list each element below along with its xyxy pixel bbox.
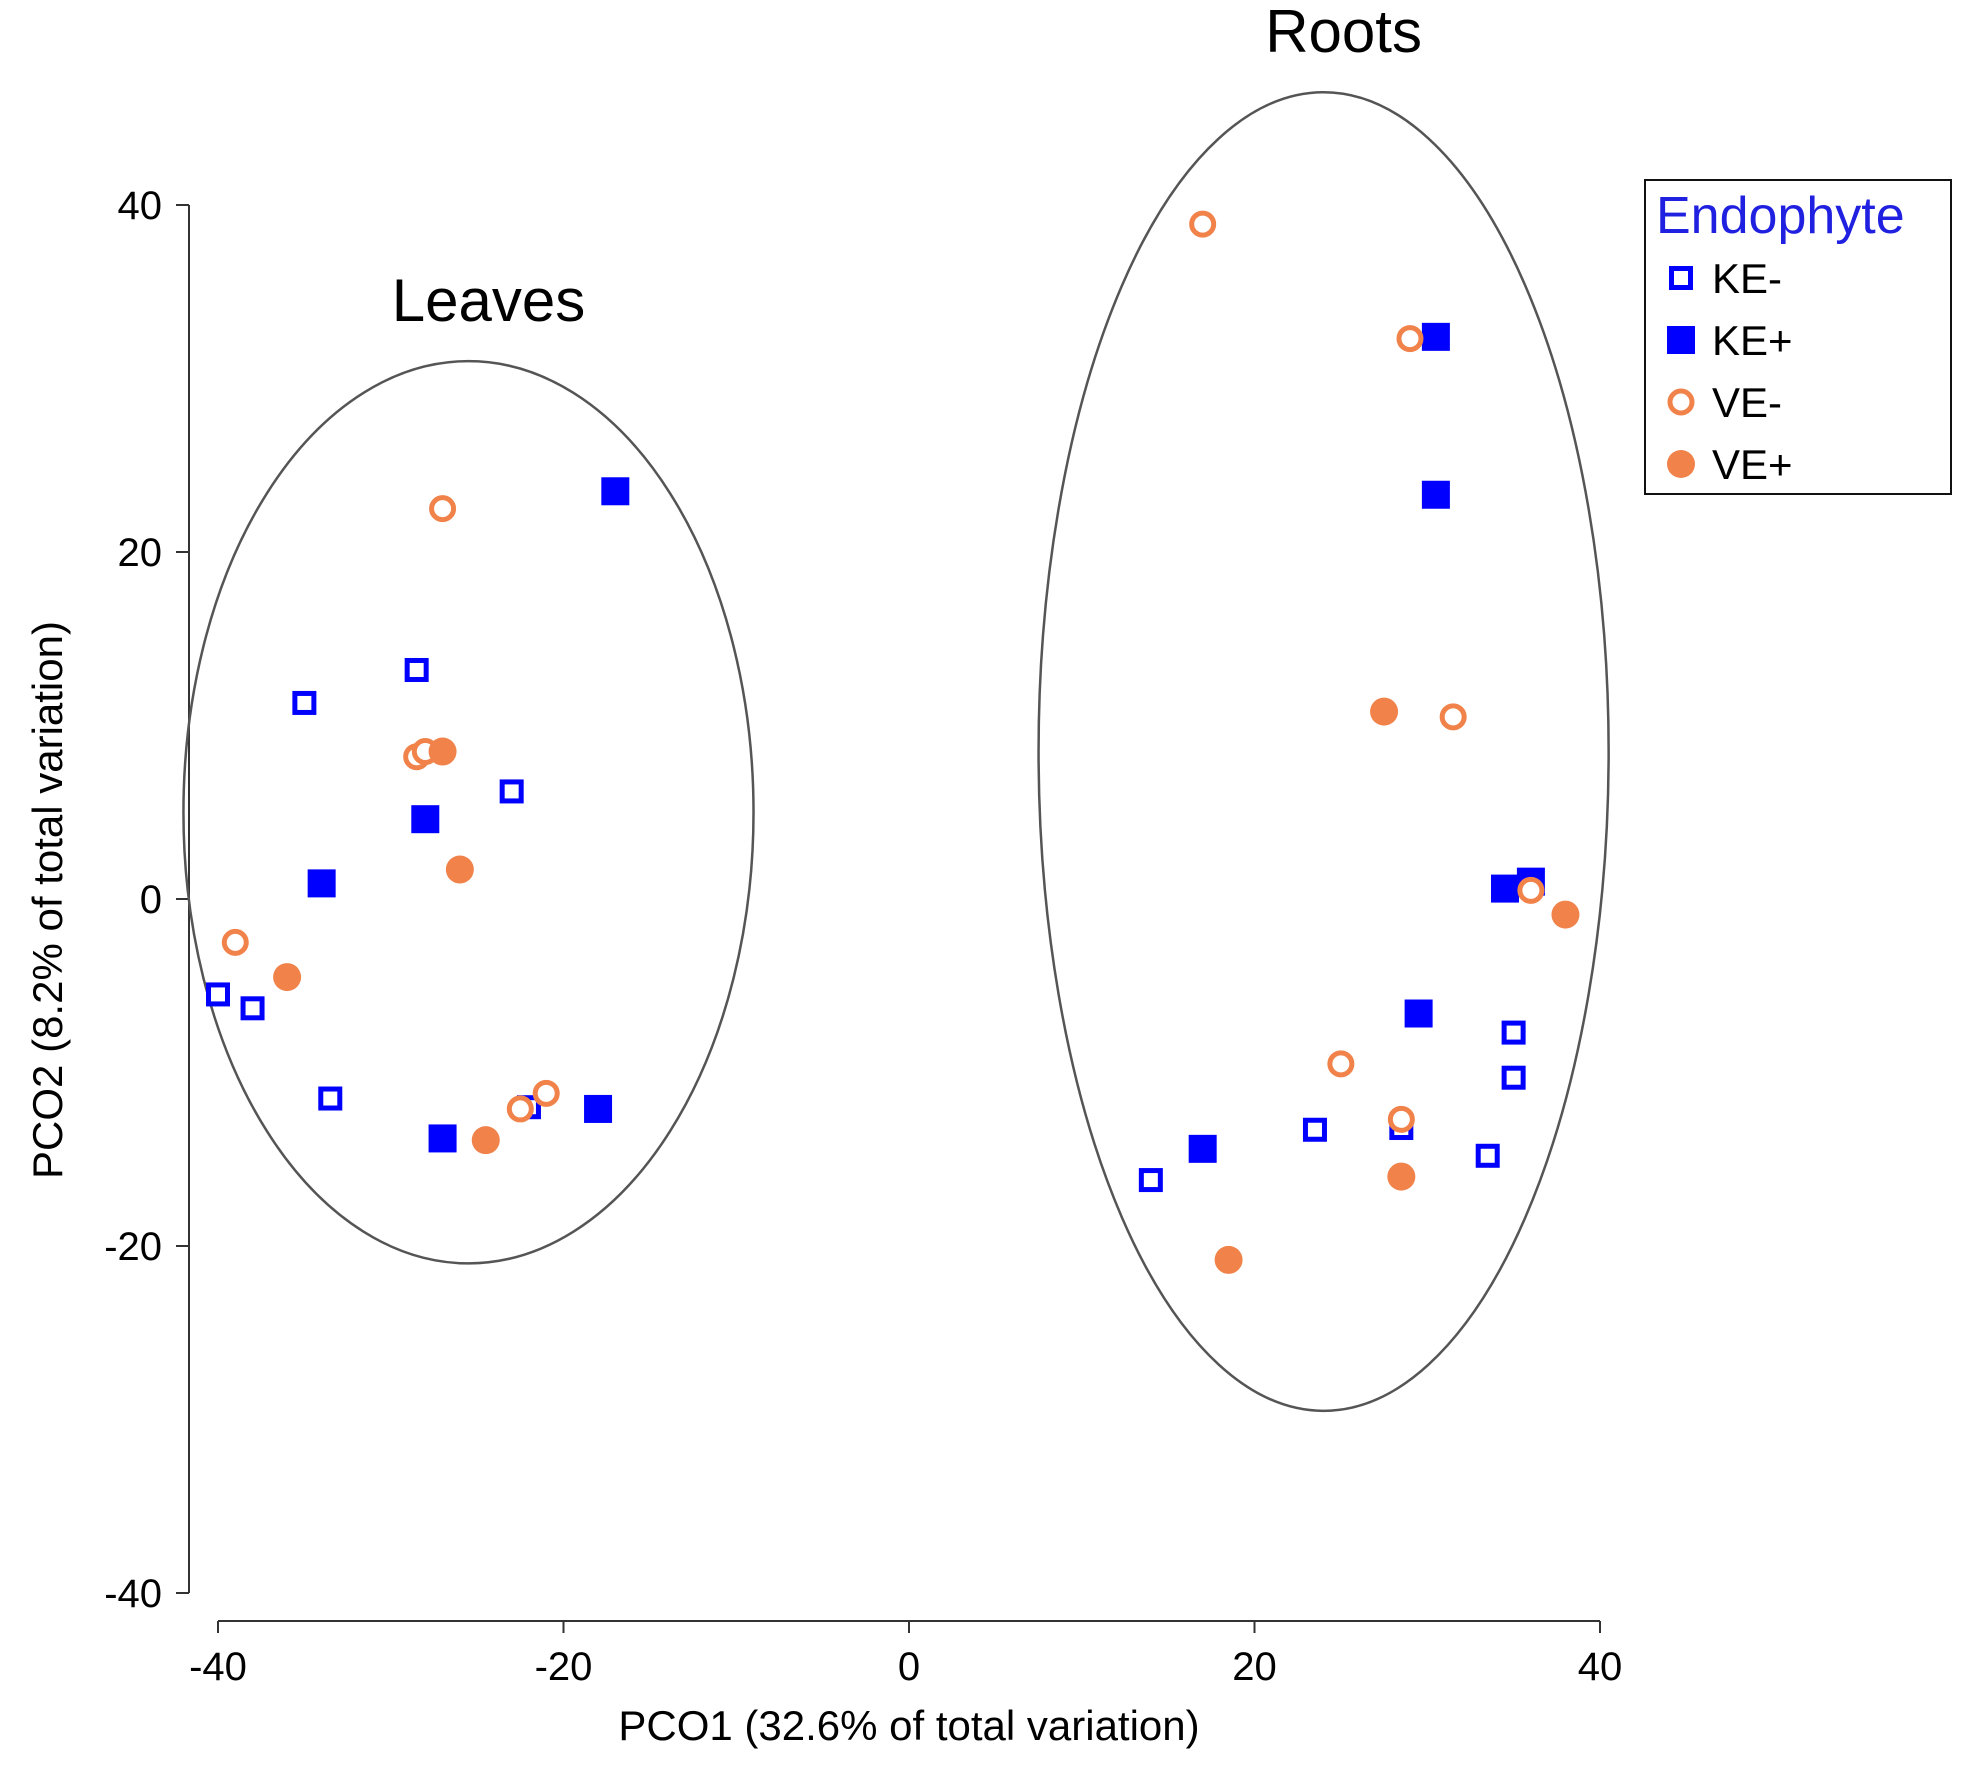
- x-tick-label: -40: [189, 1645, 247, 1689]
- legend-marker-ke-minus: [1669, 266, 1693, 290]
- point-ke-minus: [499, 779, 524, 804]
- point-ke-plus: [1421, 480, 1450, 509]
- point-ve-plus: [428, 737, 457, 766]
- point-ke-plus: [1421, 322, 1450, 351]
- legend-label-ke-minus: KE-: [1712, 255, 1782, 302]
- x-tick-label: 40: [1578, 1645, 1623, 1689]
- y-tick-label: 20: [118, 531, 163, 575]
- y-tick-label: -20: [104, 1225, 162, 1269]
- legend-marker-ve-minus: [1667, 388, 1695, 416]
- legend-label-ve-plus: VE+: [1712, 441, 1793, 488]
- point-ke-plus: [1188, 1134, 1217, 1163]
- point-ve-minus: [1396, 325, 1424, 353]
- point-ke-minus: [1501, 1020, 1526, 1045]
- y-tick-label: 0: [140, 878, 162, 922]
- x-axis-title: PCO1 (32.6% of total variation): [618, 1702, 1199, 1749]
- point-ke-plus: [428, 1124, 457, 1153]
- point-ke-minus: [404, 657, 429, 682]
- group-ellipses: Leaves Roots: [182, 0, 1610, 1413]
- point-ve-plus: [1387, 1162, 1416, 1191]
- group-ellipse-leaves: [182, 359, 755, 1265]
- point-ke-minus: [292, 690, 317, 715]
- legend-marker-ke-plus: [1667, 326, 1695, 354]
- group-ellipse-roots: [1037, 90, 1610, 1413]
- legend-marker-ve-plus: [1667, 450, 1695, 478]
- point-ve-minus: [1439, 703, 1467, 731]
- legend-label-ve-minus: VE-: [1712, 379, 1782, 426]
- point-ve-plus: [1214, 1245, 1243, 1274]
- y-tick-label: -40: [104, 1572, 162, 1616]
- point-ke-plus: [1490, 874, 1519, 903]
- point-ve-minus: [506, 1095, 534, 1123]
- point-ke-minus: [318, 1086, 343, 1111]
- point-ve-plus: [445, 855, 474, 884]
- point-ve-minus: [221, 928, 249, 956]
- point-ve-minus: [1327, 1050, 1355, 1078]
- point-ve-minus: [1189, 210, 1217, 238]
- point-ve-minus: [429, 495, 457, 523]
- x-tick-label: -20: [535, 1645, 593, 1689]
- point-ve-plus: [1551, 900, 1580, 929]
- group-label-roots: Roots: [1265, 0, 1422, 65]
- point-ke-minus: [1302, 1117, 1327, 1142]
- y-tick-label: 40: [118, 184, 163, 228]
- legend-box: [1644, 179, 1952, 495]
- point-ke-minus: [240, 996, 265, 1021]
- axis-ticks: -40 -20 0 20 40 40 20 0 -20 -40: [104, 184, 1622, 1689]
- point-ke-minus: [206, 982, 230, 1007]
- legend-items: KE- KE+ VE- VE+: [1667, 255, 1793, 488]
- legend-title: Endophyte: [1656, 187, 1905, 245]
- point-ke-plus: [307, 869, 336, 898]
- x-tick-label: 0: [898, 1645, 920, 1689]
- point-ke-minus: [1138, 1168, 1163, 1193]
- point-ke-plus: [584, 1094, 613, 1123]
- point-ke-minus: [1501, 1065, 1526, 1090]
- point-ke-plus: [411, 805, 440, 834]
- group-label-leaves: Leaves: [392, 267, 585, 334]
- point-ve-plus: [1370, 697, 1399, 726]
- x-tick-label: 20: [1232, 1645, 1277, 1689]
- point-ve-minus: [532, 1079, 560, 1107]
- legend-label-ke-plus: KE+: [1712, 317, 1793, 364]
- point-ke-plus: [1404, 999, 1433, 1028]
- data-points: [206, 210, 1580, 1274]
- y-axis-title: PCO2 (8.2% of total variation): [24, 621, 71, 1179]
- point-ve-minus: [1517, 876, 1545, 904]
- point-ve-minus: [1387, 1105, 1415, 1133]
- point-ke-minus: [1475, 1143, 1500, 1168]
- point-ve-plus: [471, 1126, 500, 1155]
- point-ke-plus: [601, 477, 630, 506]
- point-ve-plus: [273, 963, 302, 992]
- legend: Endophyte: [1644, 179, 1952, 495]
